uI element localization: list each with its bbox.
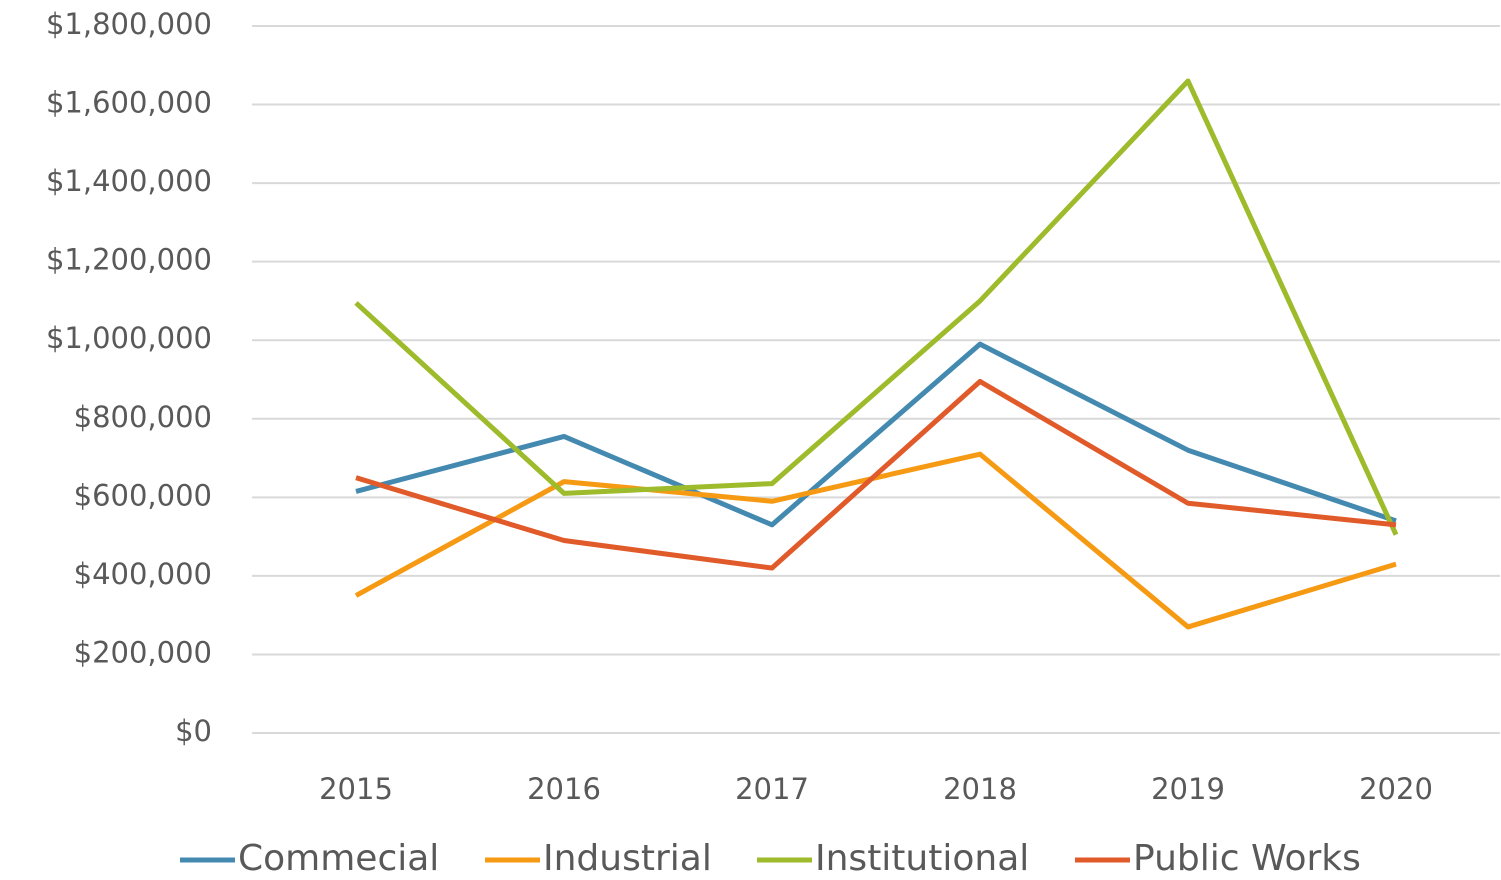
y-tick-label: $600,000	[74, 478, 212, 512]
y-tick-label: $800,000	[74, 400, 212, 434]
y-tick-label: $0	[175, 714, 212, 748]
series-line	[355, 378, 1397, 571]
y-tick-label: $1,000,000	[46, 321, 212, 355]
x-tick-label: 2020	[1359, 772, 1433, 806]
legend-label: Industrial	[543, 838, 712, 879]
series-line	[354, 78, 1399, 536]
legend-label: Public Works	[1133, 838, 1361, 879]
y-tick-label: $400,000	[74, 557, 212, 591]
y-tick-label: $1,400,000	[46, 164, 212, 198]
x-tick-label: 2017	[735, 772, 809, 806]
x-tick-label: 2015	[319, 772, 393, 806]
series-line	[354, 451, 1397, 630]
x-tick-label: 2018	[943, 772, 1017, 806]
y-tick-label: $1,800,000	[46, 7, 212, 41]
y-tick-label: $1,200,000	[46, 243, 212, 277]
y-tick-label: $200,000	[74, 635, 212, 669]
x-tick-label: 2016	[527, 772, 601, 806]
legend-label: Commecial	[238, 838, 439, 879]
series-line	[355, 341, 1397, 528]
y-tick-label: $1,600,000	[46, 86, 212, 120]
legend-label: Institutional	[815, 838, 1029, 879]
x-tick-label: 2019	[1151, 772, 1225, 806]
